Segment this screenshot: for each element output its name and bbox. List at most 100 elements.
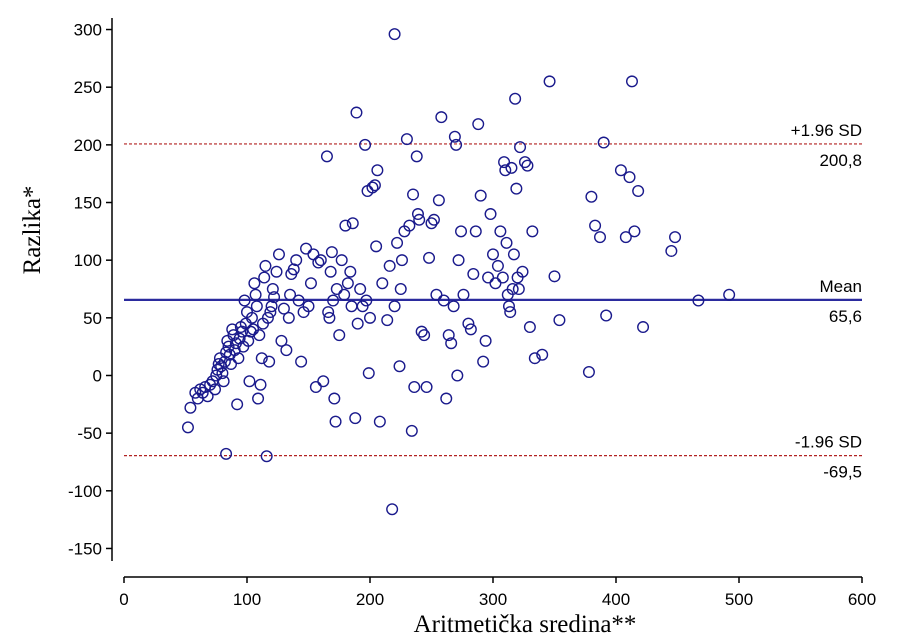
data-point — [314, 254, 327, 267]
reference-line-value: -69,5 — [823, 463, 862, 482]
data-point — [329, 415, 342, 428]
data-point — [505, 161, 518, 174]
data-point — [338, 288, 351, 301]
data-point — [201, 390, 214, 403]
data-point — [632, 184, 645, 197]
data-point — [487, 248, 500, 261]
y-tick-label: -150 — [68, 539, 102, 558]
data-point — [225, 357, 238, 370]
data-point — [494, 225, 507, 238]
data-point — [362, 367, 375, 380]
data-point — [270, 265, 283, 278]
data-point — [264, 306, 277, 319]
data-point — [410, 150, 423, 163]
data-points — [181, 28, 736, 516]
data-point — [368, 179, 381, 192]
data-point — [437, 294, 450, 307]
data-point — [317, 375, 330, 388]
data-point — [249, 288, 262, 301]
data-point — [619, 231, 632, 244]
data-point — [250, 300, 263, 313]
data-point — [420, 381, 433, 394]
data-point — [411, 208, 424, 221]
data-point — [482, 271, 495, 284]
data-point — [350, 106, 363, 119]
data-point — [295, 355, 308, 368]
data-point — [589, 219, 602, 232]
data-point — [330, 283, 343, 296]
data-point — [457, 288, 470, 301]
data-point — [263, 355, 276, 368]
data-point — [209, 383, 222, 396]
data-point — [543, 75, 556, 88]
data-point — [272, 248, 285, 261]
y-tick-label: 50 — [83, 309, 102, 328]
data-point — [324, 265, 337, 278]
data-point — [518, 156, 531, 169]
data-point — [290, 254, 303, 267]
data-point — [395, 254, 408, 267]
data-point — [469, 225, 482, 238]
data-point — [364, 311, 377, 324]
y-tick-label: 300 — [74, 21, 102, 40]
x-tick-label: 300 — [479, 590, 507, 609]
data-point — [388, 300, 401, 313]
data-point — [498, 156, 511, 169]
data-point — [277, 302, 290, 315]
data-point — [349, 412, 362, 425]
data-point — [275, 334, 288, 347]
data-point — [474, 189, 487, 202]
data-point — [467, 268, 480, 281]
data-point — [238, 294, 251, 307]
y-axis-title: Razlika* — [19, 186, 46, 275]
x-tick-label: 600 — [848, 590, 876, 609]
data-point — [245, 311, 258, 324]
data-point — [304, 277, 317, 290]
data-point — [217, 375, 230, 388]
data-point — [292, 294, 305, 307]
data-point — [507, 248, 520, 261]
data-point — [623, 171, 636, 184]
data-point — [309, 381, 322, 394]
data-point — [184, 401, 197, 414]
reference-line-value: 65,6 — [829, 307, 862, 326]
data-point — [376, 277, 389, 290]
data-point — [506, 283, 519, 296]
data-point — [320, 150, 333, 163]
data-point — [351, 317, 364, 330]
data-point — [260, 450, 273, 463]
data-point — [360, 294, 373, 307]
data-point — [252, 392, 265, 405]
data-point — [253, 329, 266, 342]
y-tick-label: 250 — [74, 78, 102, 97]
data-point — [415, 325, 428, 338]
data-point — [499, 164, 512, 177]
data-point — [386, 503, 399, 516]
data-point — [536, 348, 549, 361]
data-point — [614, 164, 627, 177]
data-point — [345, 300, 358, 313]
data-point — [327, 294, 340, 307]
data-point — [381, 314, 394, 327]
data-point — [354, 283, 367, 296]
data-point — [261, 311, 274, 324]
data-point — [247, 323, 260, 336]
data-point — [464, 323, 477, 336]
data-point — [248, 277, 261, 290]
data-point — [403, 219, 416, 232]
x-tick-label: 0 — [119, 590, 128, 609]
y-tick-label: 150 — [74, 194, 102, 213]
data-point — [400, 133, 413, 146]
data-point — [268, 291, 281, 304]
data-point — [388, 28, 401, 41]
data-point — [479, 334, 492, 347]
data-point — [516, 265, 529, 278]
data-point — [284, 288, 297, 301]
data-point — [371, 164, 384, 177]
x-tick-label: 400 — [602, 590, 630, 609]
data-point — [452, 254, 465, 267]
data-point — [521, 159, 534, 172]
data-point — [637, 321, 650, 334]
reference-line-labels: +1.96 SD 200,8 Mean 65,6 -1.96 SD -69,5 — [791, 121, 862, 482]
